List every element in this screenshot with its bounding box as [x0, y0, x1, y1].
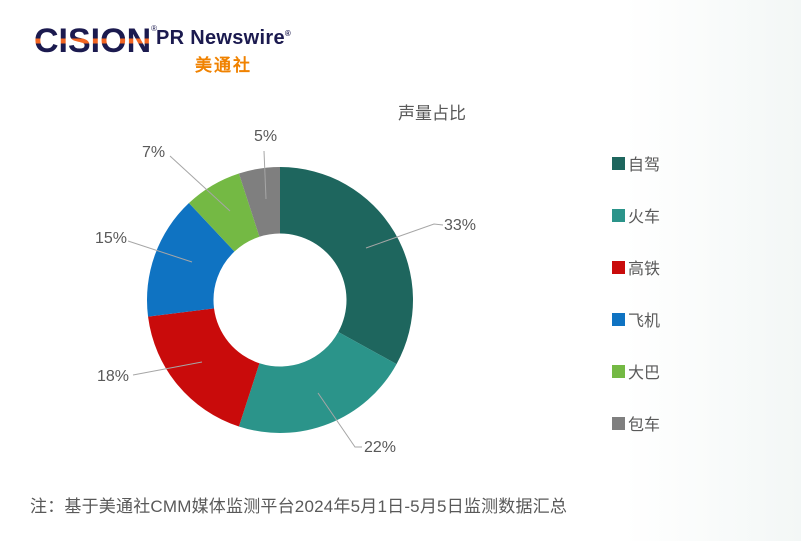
registered-mark-icon: ®	[151, 24, 158, 33]
legend-swatch-icon	[612, 312, 625, 326]
legend-label: 飞机	[628, 313, 661, 330]
legend-item-5: 包车	[612, 413, 661, 434]
legend-swatch-icon	[612, 208, 625, 222]
donut-slice-2	[148, 308, 260, 427]
donut-slice-4	[188, 173, 260, 252]
leader-line-5	[263, 150, 267, 200]
slice-percent-label: 7%	[142, 144, 166, 161]
legend-label: 自驾	[628, 157, 661, 174]
legend-swatch-icon	[612, 364, 625, 378]
slice-percent-label: 5%	[254, 128, 278, 145]
legend-label: 包车	[628, 417, 661, 434]
leader-line-4	[169, 155, 231, 212]
donut-slice-3	[147, 203, 235, 317]
legend-item-3: 飞机	[612, 309, 661, 330]
legend-item-2: 高铁	[612, 257, 661, 278]
chart-title: 声量占比	[398, 104, 466, 123]
meitongshe-wordmark: 美通社	[195, 56, 253, 75]
slice-percent-label: 33%	[444, 217, 477, 234]
legend-label: 火车	[628, 209, 661, 226]
slice-percent-label: 22%	[364, 439, 397, 456]
legend-item-4: 大巴	[612, 361, 661, 382]
prnewswire-text: PR Newswire	[156, 27, 285, 49]
prnewswire-wordmark: PR Newswire®	[156, 27, 291, 49]
legend-swatch-icon	[612, 156, 625, 170]
slice-percent-label: 18%	[97, 368, 130, 385]
registered-mark-icon: ®	[284, 29, 292, 38]
legend-item-1: 火车	[612, 205, 661, 226]
chart-legend: 自驾火车高铁飞机大巴包车	[612, 153, 661, 434]
leader-line-0	[365, 223, 444, 249]
cision-wordmark: CISION	[34, 22, 152, 60]
legend-item-0: 自驾	[612, 153, 661, 174]
leader-line-1	[317, 392, 362, 448]
legend-label: 高铁	[628, 261, 661, 278]
donut-slice-1	[238, 332, 397, 433]
cision-logo: CISION®	[34, 22, 157, 60]
legend-label: 大巴	[628, 365, 661, 382]
donut-slice-0	[280, 167, 414, 365]
prnewswire-logo: PR Newswire® 美通社	[156, 27, 291, 76]
donut-slice-5	[238, 167, 280, 237]
leader-line-2	[132, 361, 203, 376]
legend-swatch-icon	[612, 416, 625, 430]
leader-line-3	[127, 240, 193, 263]
legend-swatch-icon	[612, 260, 625, 274]
slice-percent-label: 15%	[95, 230, 128, 247]
footnote: 注：基于美通社CMM媒体监测平台2024年5月1日-5月5日监测数据汇总	[30, 497, 568, 516]
